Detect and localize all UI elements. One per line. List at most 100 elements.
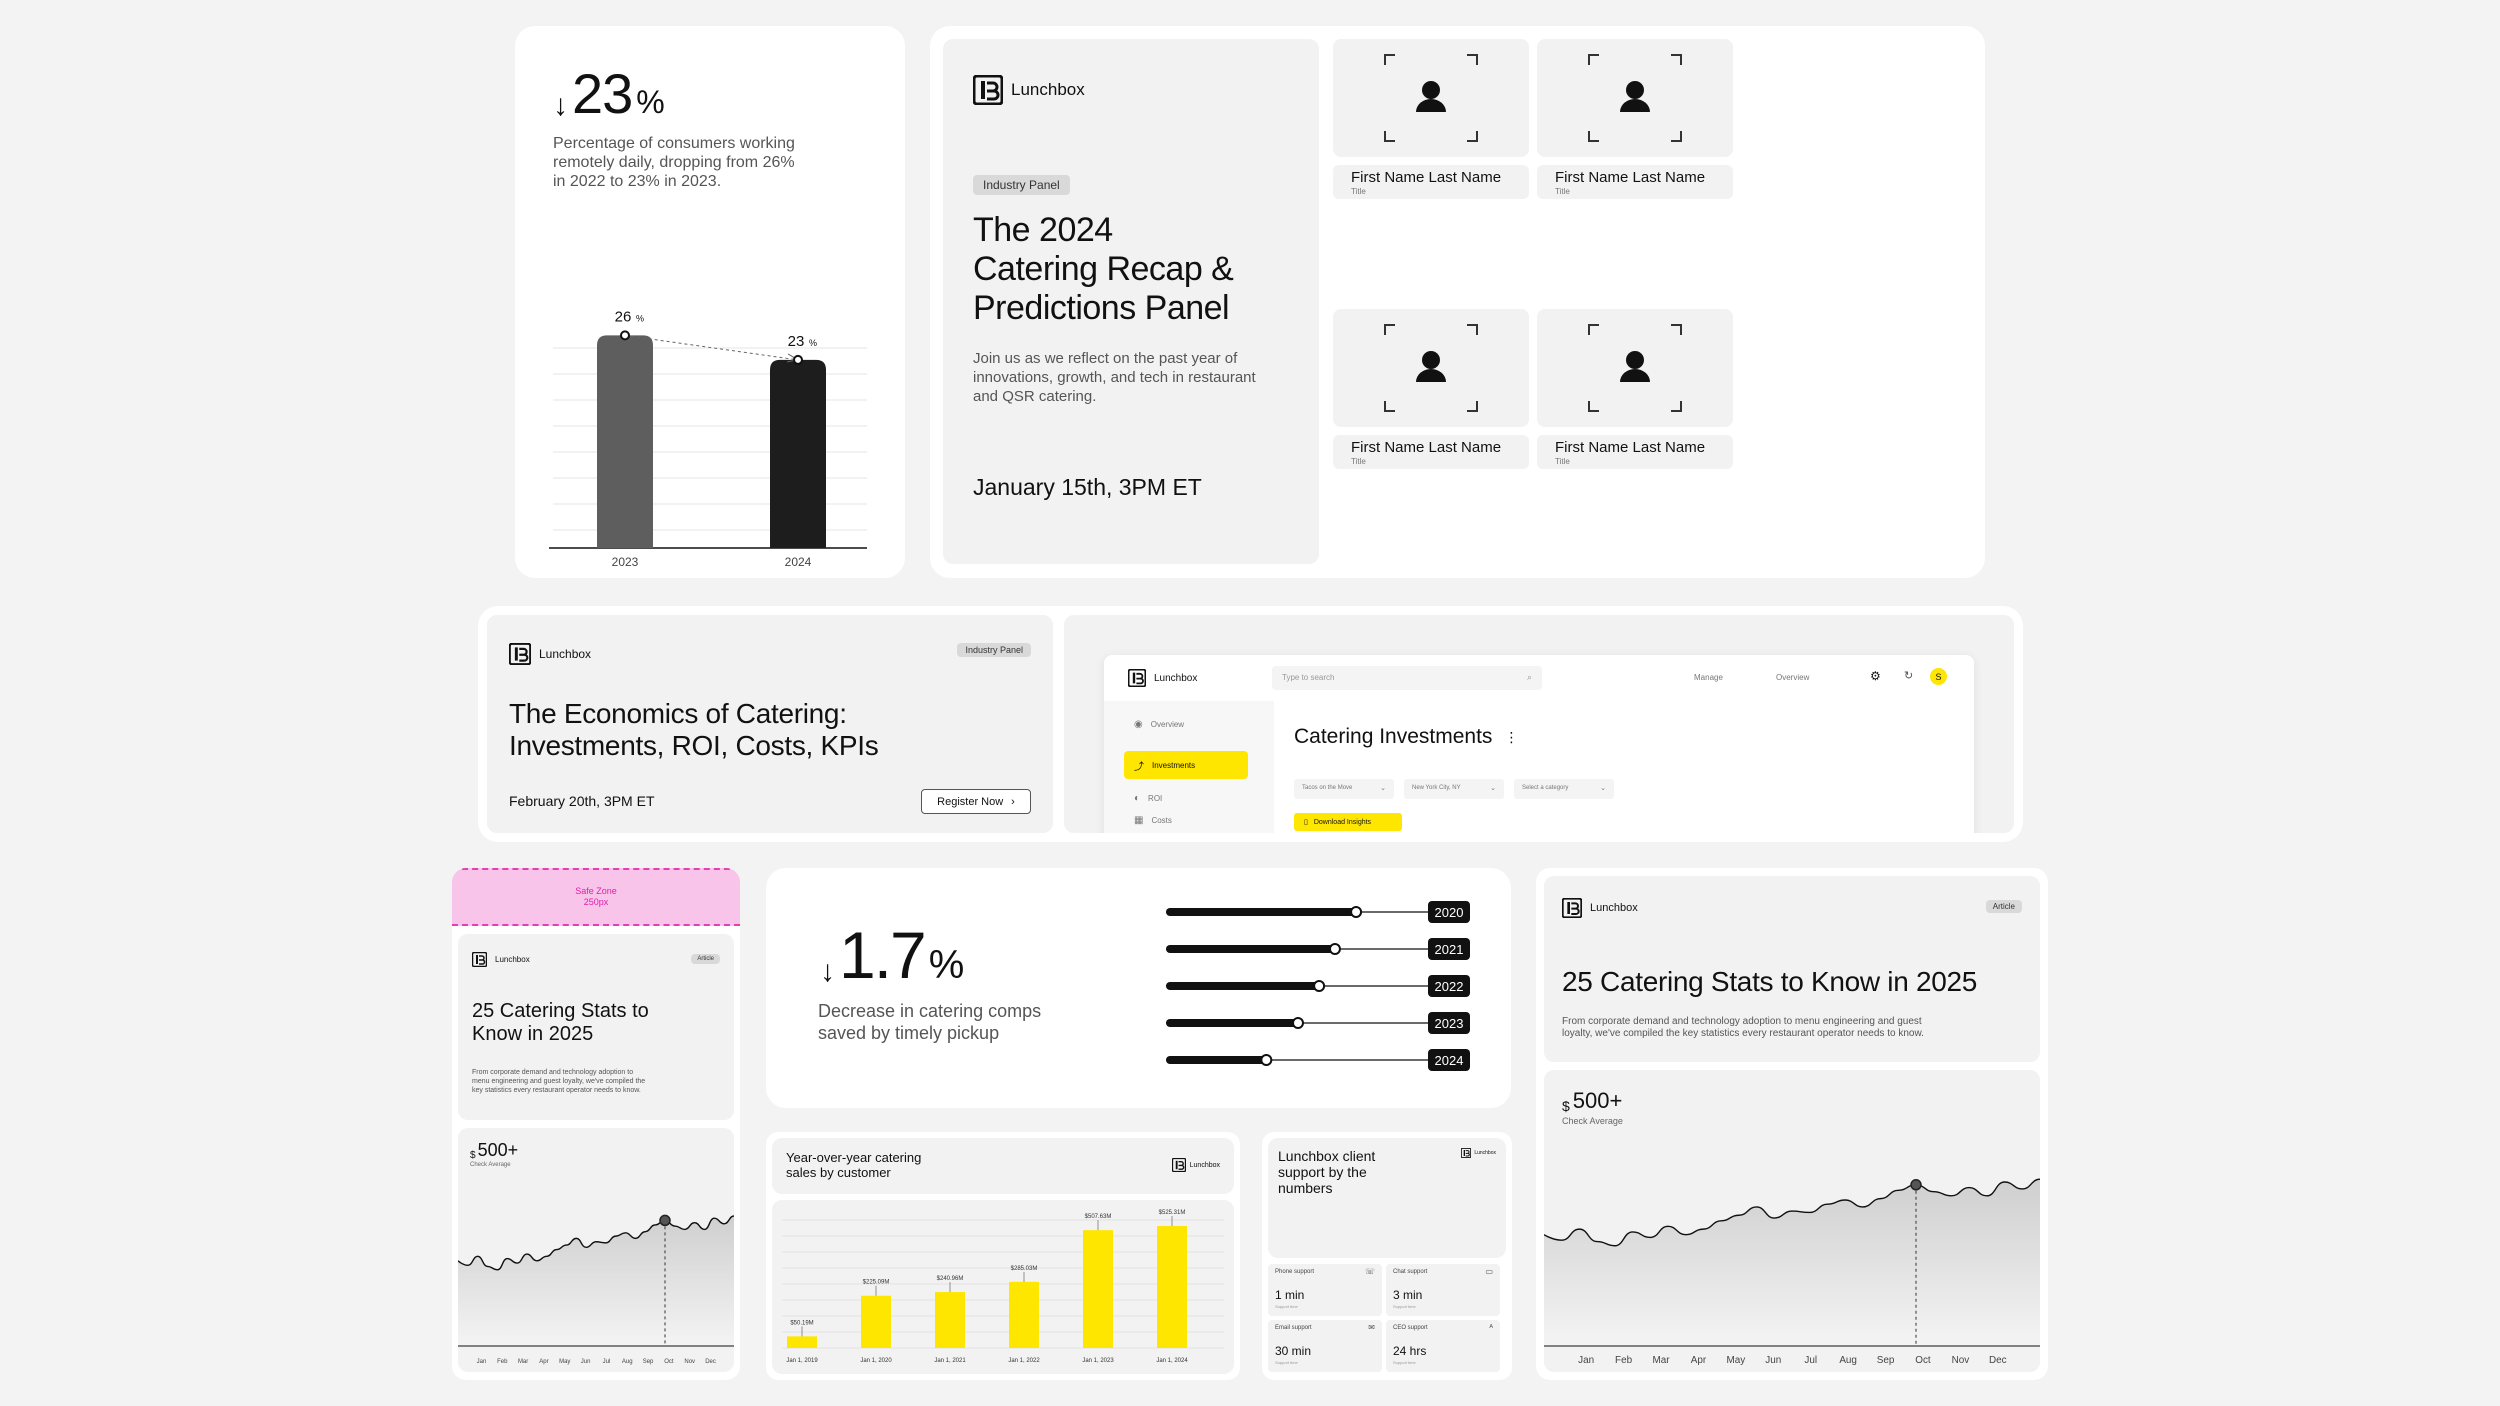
support-value: 30 min — [1275, 1344, 1312, 1358]
gear-icon[interactable]: ⚙ — [1870, 669, 1881, 683]
filter-select[interactable]: Tacos on the Move ⌄ — [1294, 779, 1394, 799]
support-value: 3 min — [1393, 1288, 1423, 1302]
support-label: Chat support — [1393, 1269, 1428, 1275]
bar-value-unit: % — [809, 338, 817, 348]
bar-value-unit: % — [636, 313, 644, 323]
nav-overview[interactable]: Overview — [1776, 673, 1810, 682]
speaker-photo — [1537, 39, 1733, 157]
progress-fill — [1166, 1056, 1267, 1064]
avatar[interactable]: S — [1930, 668, 1947, 685]
year-badge — [1428, 938, 1470, 960]
bar-point — [620, 330, 630, 341]
bar — [770, 359, 826, 548]
check-label: Check Average — [1562, 1116, 1623, 1126]
chevron-right-icon: › — [1011, 795, 1015, 808]
month-label: Sep — [1877, 1355, 1895, 1366]
economics-card: Lunchbox Industry Panel The Economics of… — [478, 606, 2023, 842]
check-label: Check Average — [470, 1162, 511, 1168]
app-sidebar: ◉ Overview ⤴ Investments ◐ ROI ▦ Costs — [1104, 701, 1274, 833]
category-label: Jan 1, 2022 — [1008, 1358, 1040, 1364]
trend-line — [624, 334, 799, 361]
category-label: Jan 1, 2019 — [786, 1358, 818, 1364]
article-description: From corporate demand and technology ado… — [1562, 1016, 1924, 1039]
chevron-down-icon: ⌄ — [1380, 785, 1386, 792]
support-sub: Support time — [1275, 1304, 1298, 1309]
speaker-info: First Name Last Name Title — [1333, 435, 1529, 469]
yoy-header: Year-over-year catering sales by custome… — [772, 1138, 1234, 1194]
event-badge: Industry Panel — [957, 643, 1031, 657]
bar — [597, 335, 653, 548]
chevron-down-icon: ⌄ — [1600, 785, 1606, 792]
support-sub: Support time — [1393, 1304, 1416, 1309]
support-header: Lunchbox client support by the numbers L… — [1268, 1138, 1506, 1258]
progress-knob — [1313, 980, 1326, 992]
sidebar-item-overview[interactable]: ◉ Overview — [1134, 719, 1185, 730]
lunchbox-logo-icon — [509, 643, 531, 665]
article-info: Lunchbox Article 25 Catering Stats to Kn… — [458, 934, 734, 1120]
lunchbox-logo-icon — [1128, 669, 1146, 687]
progress-fill — [1166, 908, 1357, 916]
bar-value-label: $50.19M — [790, 1320, 813, 1326]
lunchbox-logo-icon — [1562, 898, 1582, 918]
event-description: Join us as we reflect on the past year o… — [973, 350, 1256, 405]
panel-info: Lunchbox Industry Panel The 2024 Caterin… — [943, 39, 1319, 564]
large-article-card: Lunchbox Article 25 Catering Stats to Kn… — [1536, 868, 2048, 1380]
brand-logo: Lunchbox — [1171, 1158, 1220, 1172]
bar — [1009, 1281, 1039, 1348]
stat-description: Percentage of consumers working remotely… — [553, 135, 795, 190]
month-label: Jul — [1804, 1355, 1817, 1366]
speaker-name: First Name Last Name — [1555, 439, 1706, 456]
sidebar-item-roi[interactable]: ◐ ROI — [1134, 793, 1163, 804]
more-icon[interactable]: ⋮ — [1504, 728, 1519, 745]
arrow-down-icon: ↓ — [553, 89, 568, 122]
eye-icon: ◉ — [1134, 719, 1143, 730]
refresh-icon[interactable]: ↻ — [1904, 670, 1914, 682]
support-title: Lunchbox client support by the numbers — [1278, 1148, 1376, 1196]
speaker-photo — [1333, 39, 1529, 157]
lunchbox-logo-icon — [472, 952, 487, 967]
article-title: 25 Catering Stats to Know in 2025 — [1562, 966, 1978, 997]
person-icon — [1384, 54, 1478, 142]
month-label: Apr — [1691, 1355, 1707, 1366]
yoy-title: Year-over-year catering sales by custome… — [786, 1150, 922, 1180]
month-label: Jul — [603, 1359, 611, 1365]
economics-info: Lunchbox Industry Panel The Economics of… — [487, 615, 1053, 833]
panel-event-card: Lunchbox Industry Panel The 2024 Caterin… — [930, 26, 1985, 578]
bar-value-label: 26 — [615, 308, 632, 325]
support-label: CEO support — [1393, 1325, 1428, 1331]
category-label: Jan 1, 2020 — [860, 1358, 892, 1364]
nav-manage[interactable]: Manage — [1694, 673, 1723, 682]
brand-logo: Lunchbox — [1461, 1148, 1496, 1158]
speaker-name: First Name Last Name — [1351, 169, 1502, 186]
progress-fill — [1166, 982, 1320, 990]
email-icon: ✉ — [1368, 1323, 1375, 1332]
search-input[interactable]: Type to search ⌕ — [1272, 666, 1542, 690]
register-button[interactable]: Register Now › — [921, 789, 1031, 814]
download-button[interactable]: ▯ Download Insights — [1294, 813, 1402, 831]
month-label: Feb — [1615, 1355, 1633, 1366]
bar — [1157, 1226, 1187, 1348]
area-line — [1544, 1178, 2040, 1247]
month-label: Aug — [1839, 1355, 1857, 1366]
check-value: $ 500+ — [470, 1140, 519, 1161]
arrow-down-icon: ↓ — [820, 955, 835, 988]
support-stat: Chat support ▭ 3 min Support time — [1386, 1264, 1500, 1316]
filter-select[interactable]: Select a category ⌄ — [1514, 779, 1614, 799]
progress-knob — [1350, 906, 1363, 918]
year-badge — [1428, 1049, 1470, 1071]
speaker-title: Title — [1555, 457, 1570, 466]
event-title: The 2024 Catering Recap & Predictions Pa… — [973, 211, 1234, 327]
remote-stat-card: ↓ 23 % Percentage of consumers working r… — [515, 26, 905, 578]
sidebar-item-costs[interactable]: ▦ Costs — [1134, 815, 1172, 826]
bar-value-label: $285.03M — [1011, 1266, 1038, 1272]
month-label: Dec — [705, 1359, 716, 1365]
vertical-article-card: Safe Zone 250px Lunchbox Article 25 Cate… — [452, 868, 740, 1380]
filter-select[interactable]: New York City, NY ⌄ — [1404, 779, 1504, 799]
person-icon — [1588, 324, 1682, 412]
sidebar-item-investments[interactable]: ⤴ Investments — [1124, 751, 1248, 779]
search-icon: ⌕ — [1526, 672, 1532, 682]
month-label: Oct — [664, 1359, 674, 1365]
month-label: Feb — [497, 1359, 508, 1365]
brand-logo: Lunchbox — [1562, 898, 1638, 918]
year-label: 2022 — [1435, 979, 1464, 994]
